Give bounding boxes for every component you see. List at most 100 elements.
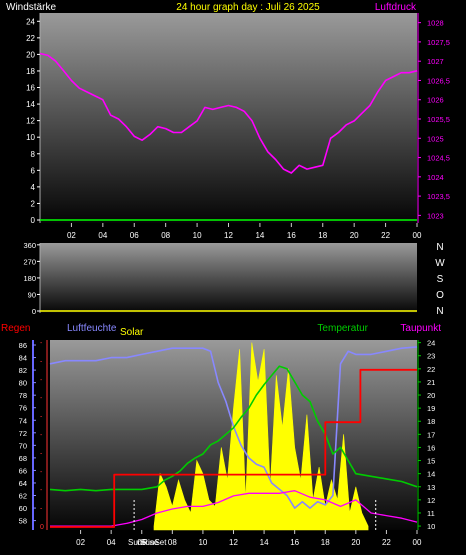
humidity-tick-label: 80	[19, 379, 27, 388]
legend-taupunkt: Taupunkt	[400, 323, 441, 334]
pressure-tick-label: 1023,5	[427, 192, 450, 201]
pressure-axis-ticks: 1023 1023,5 1024 1024,5 1025 1025,5 1026 1026,5…	[417, 13, 450, 223]
temperature-tick-label: 13	[427, 483, 435, 492]
wind-tick-label: 12	[26, 117, 35, 126]
x-tick-label: 20	[351, 538, 360, 547]
humidity-tick-label: 64	[19, 479, 27, 488]
pressure-axis-title: Luftdruck	[375, 2, 417, 13]
x-tick-label: 02	[67, 231, 76, 240]
legend-luftfeuchte: Luftfeuchte	[67, 323, 117, 334]
wind-direction-plot	[40, 243, 417, 313]
humidity-tick-label: 78	[19, 391, 27, 400]
humidity-axis-ticks: 58 60 62 64 66 68 70 72 74 76 78 80 82 84 86	[19, 340, 36, 530]
humidity-tick-label: 58	[19, 517, 27, 526]
temperature-tick-label: 17	[427, 430, 435, 439]
humidity-tick-label: 84	[19, 354, 27, 363]
temperature-tick-label: 21	[427, 378, 435, 387]
rain-tick-label: -	[40, 377, 43, 384]
humidity-line	[49, 346, 418, 509]
rain-tick-label: -	[40, 450, 43, 457]
wind-tick-label: 24	[26, 17, 35, 26]
wind-pressure-series	[39, 52, 418, 221]
wind-tick-label: 2	[31, 199, 36, 208]
humidity-tick-label: 72	[19, 429, 27, 438]
wind-pressure-plot	[40, 13, 417, 223]
wind-tick-label: 22	[26, 34, 35, 43]
x-axis-ticks-3: 02 04 06 08 10 12 14 16 18 20 22 00	[76, 530, 422, 547]
wind-tick-label: 18	[26, 67, 35, 76]
pressure-tick-label: 1027	[427, 57, 444, 66]
rain-tick-label: 0	[40, 524, 44, 531]
humidity-tick-label: 86	[19, 341, 27, 350]
compass-label: N	[436, 306, 443, 317]
direction-tick-label: 360	[23, 241, 36, 250]
rain-tick-label: -	[40, 414, 43, 421]
x-tick-label: 16	[287, 231, 296, 240]
x-tick-label: 12	[229, 538, 238, 547]
pressure-tick-label: 1027,5	[427, 38, 450, 47]
humidity-tick-label: 82	[19, 366, 27, 375]
rain-line	[50, 368, 417, 528]
pressure-tick-label: 1026	[427, 96, 444, 105]
x-tick-label: 22	[382, 538, 391, 547]
humidity-tick-label: 62	[19, 492, 27, 501]
wind-tick-label: 16	[26, 84, 35, 93]
wind-tick-label: 14	[26, 100, 35, 109]
pressure-tick-label: 1028	[427, 19, 444, 28]
x-tick-label: 00	[413, 231, 422, 240]
x-tick-label: 16	[290, 538, 299, 547]
rain-tick-label: -	[40, 340, 43, 347]
solar-area	[153, 342, 369, 531]
x-tick-label: 02	[76, 538, 85, 547]
direction-axis-ticks: 0 90 180 270 360	[23, 241, 41, 316]
x-tick-label: 04	[98, 231, 107, 240]
wind-tick-label: 20	[26, 50, 35, 59]
humidity-tick-label: 70	[19, 441, 27, 450]
x-tick-label: 18	[318, 231, 327, 240]
x-tick-label: 00	[413, 538, 422, 547]
temperature-axis-ticks: 10 11 12 13 14 15 16 17 18 19 20 21 22 23 24	[417, 339, 435, 531]
x-axis-ticks-1: 02 04 06 08 10 12 14 16 18 20 22 00	[67, 223, 422, 240]
humidity-tick-label: 60	[19, 504, 27, 513]
sunrise-label: SunRise	[128, 538, 159, 547]
compass-label: S	[437, 274, 444, 285]
direction-tick-label: 270	[23, 257, 36, 266]
pressure-tick-label: 1024	[427, 173, 444, 182]
temperature-tick-label: 11	[427, 509, 435, 518]
weather-series	[49, 342, 418, 531]
x-tick-label: 08	[161, 231, 170, 240]
direction-tick-label: 0	[32, 307, 36, 316]
legend-solar: Solar	[120, 327, 144, 338]
temperature-tick-label: 12	[427, 496, 435, 505]
temperature-tick-label: 16	[427, 443, 435, 452]
pressure-tick-label: 1025	[427, 134, 444, 143]
legend-regen: Regen	[1, 323, 30, 334]
rain-tick-label: -	[40, 506, 43, 513]
pressure-tick-label: 1026,5	[427, 76, 450, 85]
rain-tick-label: -	[40, 487, 43, 494]
x-tick-label: 06	[137, 538, 146, 547]
compass-label: O	[436, 290, 444, 301]
direction-tick-label: 90	[28, 290, 36, 299]
x-tick-label: 04	[107, 538, 116, 547]
temperature-line	[49, 365, 418, 492]
temperature-tick-label: 22	[427, 365, 435, 374]
legend-temperatur: Temperatur	[317, 323, 368, 334]
x-tick-label: 14	[260, 538, 269, 547]
x-tick-label: 12	[224, 231, 233, 240]
humidity-tick-label: 68	[19, 454, 27, 463]
temperature-tick-label: 20	[427, 391, 435, 400]
temperature-tick-label: 10	[427, 522, 435, 531]
pressure-tick-label: 1025,5	[427, 115, 450, 124]
x-tick-label: 10	[198, 538, 207, 547]
x-tick-label: 06	[130, 231, 139, 240]
rain-axis-ticks: 0 - - - - - - - - - -	[40, 340, 48, 531]
x-tick-label: 20	[350, 231, 359, 240]
wind-tick-label: 8	[31, 150, 36, 159]
x-tick-label: 14	[255, 231, 264, 240]
temperature-tick-label: 23	[427, 352, 435, 361]
pressure-line	[39, 52, 418, 174]
